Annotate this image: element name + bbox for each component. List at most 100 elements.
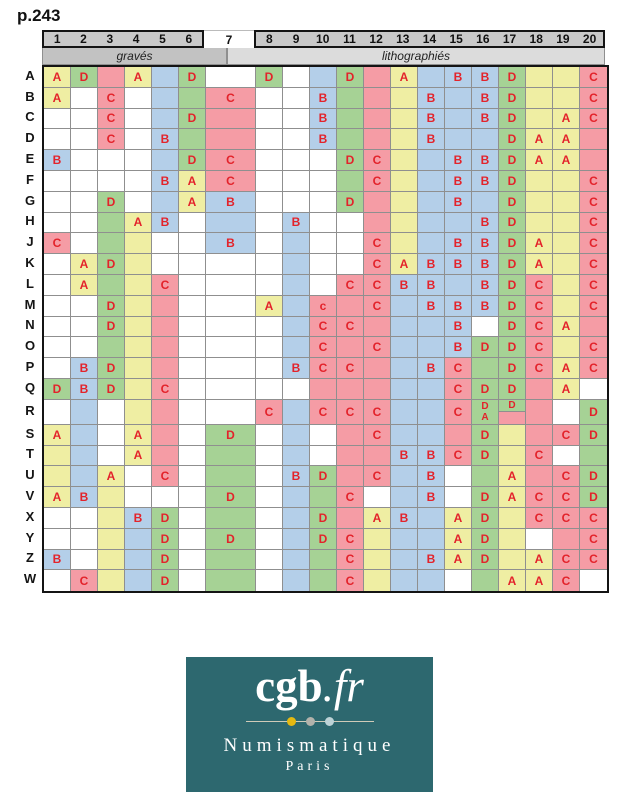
grid-cell: B (44, 549, 71, 571)
cell-letter: A (561, 111, 571, 126)
cell-letter: A (52, 90, 62, 105)
grid-cell: C (526, 316, 553, 338)
grid-cell (98, 424, 125, 446)
row-label: O (24, 338, 36, 354)
grid-cell: B (418, 445, 445, 467)
grid-cell (364, 316, 391, 338)
grid-cell: A (98, 466, 125, 488)
grid-cell (71, 528, 98, 550)
cell-letter: D (507, 194, 517, 209)
cell-letter: C (561, 552, 571, 567)
grid-cell: A (364, 507, 391, 529)
column-number: 16 (476, 32, 490, 46)
grid-cell: B (418, 129, 445, 151)
grid-cell (44, 528, 71, 550)
grid-cell: C (553, 570, 580, 592)
cell-letter: B (426, 132, 436, 147)
grid-cell (98, 150, 125, 171)
grid-cell (44, 337, 71, 359)
grid-cell (283, 191, 310, 213)
cell-letter: B (291, 361, 301, 376)
grid-cell (125, 191, 152, 213)
cell-letter: D (187, 69, 197, 84)
grid-cell (553, 254, 580, 275)
cell-letter: C (372, 277, 382, 292)
grid-cell: B (445, 295, 472, 317)
row-label: V (25, 488, 35, 504)
column-number: 15 (449, 32, 463, 46)
grid-cell (553, 295, 580, 317)
grid-cell: C (337, 274, 364, 296)
grid-cell (553, 445, 580, 467)
grid-cell (125, 87, 152, 109)
grid-cell (206, 358, 256, 379)
grid-cell (44, 108, 71, 130)
cell-letter: C (589, 215, 598, 230)
cell-letter: A (79, 277, 89, 292)
cell-letter: C (345, 552, 355, 567)
cell-letter: B (480, 69, 490, 84)
grid-cell: C (337, 316, 364, 338)
grid-cell (125, 528, 152, 550)
cell-letter: D (187, 153, 197, 168)
column-number: 3 (106, 32, 114, 46)
cell-letter: D (480, 340, 490, 355)
column-number: 4 (132, 32, 140, 46)
row-label: L (26, 275, 34, 291)
grid-cell (472, 191, 499, 213)
cell-letter: A (133, 448, 143, 463)
cell-letter: C (372, 340, 382, 355)
grid-cell: C (580, 274, 607, 296)
grid-cell: D (580, 424, 607, 446)
grid-cell (310, 170, 337, 192)
grid-cell (445, 424, 472, 446)
grid-cell: B (310, 129, 337, 151)
cell-letter: B (160, 132, 170, 147)
grid-cell (418, 212, 445, 234)
row-label: Y (25, 529, 35, 545)
grid-cell (391, 549, 418, 571)
cell-letter: C (534, 361, 544, 376)
grid-cell (391, 570, 418, 592)
grid-cell (71, 337, 98, 359)
grid-cell: A (179, 170, 206, 192)
grid-cell: D (499, 233, 526, 255)
grid-cell (179, 487, 206, 508)
cell-letter: B (399, 510, 409, 525)
grid-cell: C (526, 507, 553, 529)
cell-letter: A (399, 69, 409, 84)
cell-letter: A (453, 510, 463, 525)
column-number: 9 (292, 32, 300, 46)
cell-letter: D (160, 510, 170, 525)
grid-cell (391, 87, 418, 109)
cell-letter: C (534, 298, 544, 313)
grid-cell: B (472, 87, 499, 109)
grid-cell (364, 67, 391, 88)
grid-cell (256, 233, 283, 255)
cell-letter: D (318, 510, 328, 525)
column-number: 14 (422, 32, 437, 46)
grid-cell (206, 274, 256, 296)
grid-cell: C (580, 358, 607, 379)
row-label: N (25, 317, 35, 333)
grid-cell (418, 150, 445, 171)
grid-cell: D (337, 191, 364, 213)
grid-cell (256, 87, 283, 109)
grid-cell: C (445, 378, 472, 400)
cell-letter: A (507, 469, 517, 484)
grid-cell: D (499, 87, 526, 109)
grid-cell: D (337, 150, 364, 171)
cell-letter: B (52, 552, 62, 567)
grid-cell: C (364, 424, 391, 446)
grid-cell (256, 129, 283, 151)
grid-cell (71, 150, 98, 171)
grid-cell (44, 274, 71, 296)
grid-cell (391, 487, 418, 508)
cell-letter: C (226, 173, 235, 188)
grid-cell (179, 274, 206, 296)
grid-cell (71, 549, 98, 571)
grid-cell (418, 67, 445, 88)
cell-letter: A (507, 490, 517, 505)
